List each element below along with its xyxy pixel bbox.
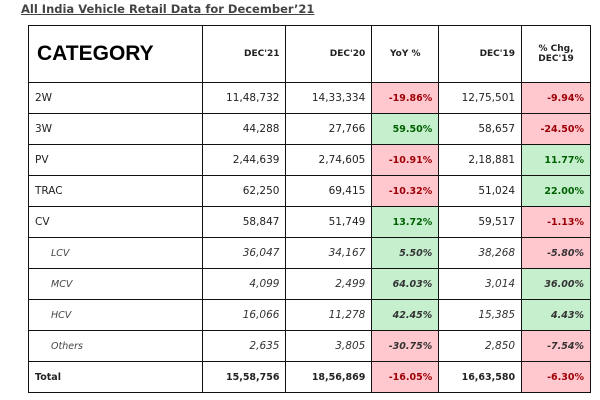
cell-chg19: 4.43% (521, 299, 591, 331)
cell-yoy: 59.50% (371, 113, 440, 145)
cell-dec20: 11,278 (285, 299, 373, 331)
table-row: 3W 44,288 27,766 59.50% 58,657 -24.50% (28, 113, 591, 145)
cell-dec19: 58,657 (438, 113, 523, 145)
cell-dec21: 4,099 (201, 268, 287, 300)
header-dec19: DEC'19 (438, 25, 523, 83)
cell-dec21: 62,250 (201, 175, 287, 207)
cell-dec20: 69,415 (285, 175, 373, 207)
cell-chg19: -24.50% (521, 113, 591, 145)
total-row: Total 15,58,756 18,56,869 -16.05% 16,63,580-… (28, 361, 591, 393)
cell-category: Total (28, 361, 203, 393)
cell-dec20: 14,33,334 (285, 82, 373, 114)
table-row: 2W 11,48,732 14,33,334 -19.86% 12,75,501 -9.9… (28, 82, 591, 114)
cell-dec19: 16,63,580 (438, 361, 523, 393)
cell-dec21: 15,58,756 (201, 361, 287, 393)
cell-dec19: 51,024 (438, 175, 523, 207)
cell-chg19: -1.13% (521, 206, 591, 238)
cell-category: TRAC (28, 175, 203, 207)
cell-dec19: 38,268 (438, 237, 523, 269)
cell-dec20: 3,805 (285, 330, 373, 362)
cell-dec21: 58,847 (201, 206, 287, 238)
vehicle-retail-table: CATEGORY DEC'21 DEC'20 YoY % DEC'19 % Ch… (28, 25, 591, 393)
cell-category: CV (28, 206, 203, 238)
cell-dec21: 2,44,639 (201, 144, 287, 176)
cell-yoy: -16.05% (371, 361, 440, 393)
cell-yoy: -10.91% (371, 144, 440, 176)
cell-category: LCV (28, 237, 203, 269)
header-dec20: DEC'20 (285, 25, 373, 83)
table-row: LCV 36,047 34,167 5.50% 38,268 -5.80% (28, 237, 591, 269)
table-row: PV 2,44,639 2,74,605 -10.91% 2,18,881 11.77% (28, 144, 591, 176)
cell-chg19: -7.54% (521, 330, 591, 362)
cell-category: HCV (28, 299, 203, 331)
cell-dec21: 2,635 (201, 330, 287, 362)
cell-category: Others (28, 330, 203, 362)
cell-dec21: 44,288 (201, 113, 287, 145)
cell-dec20: 34,167 (285, 237, 373, 269)
table-row: Others 2,635 3,805 -30.75% 2,850 -7.54% (28, 330, 591, 362)
cell-dec20: 51,749 (285, 206, 373, 238)
cell-dec21: 11,48,732 (201, 82, 287, 114)
cell-dec19: 15,385 (438, 299, 523, 331)
cell-yoy: -19.86% (371, 82, 440, 114)
cell-dec19: 2,18,881 (438, 144, 523, 176)
cell-yoy: 5.50% (371, 237, 440, 269)
cell-dec19: 2,850 (438, 330, 523, 362)
header-yoy: YoY % (371, 25, 440, 83)
cell-dec20: 2,499 (285, 268, 373, 300)
cell-category: PV (28, 144, 203, 176)
cell-dec21: 16,066 (201, 299, 287, 331)
cell-category: 3W (28, 113, 203, 145)
cell-yoy: -30.75% (371, 330, 440, 362)
cell-yoy: 42.45% (371, 299, 440, 331)
cell-chg19: 22.00% (521, 175, 591, 207)
table-row: MCV 4,099 2,499 64.03% 3,014 36.00% (28, 268, 591, 300)
cell-yoy: 64.03% (371, 268, 440, 300)
cell-dec19: 59,517 (438, 206, 523, 238)
cell-dec19: 3,014 (438, 268, 523, 300)
cell-yoy: -10.32% (371, 175, 440, 207)
table-row: TRAC 62,250 69,415 -10.32% 51,024 22.00% (28, 175, 591, 207)
page-title: All India Vehicle Retail Data for Decemb… (21, 2, 315, 16)
cell-chg19: -6.30% (521, 361, 591, 393)
cell-chg19: -5.80% (521, 237, 591, 269)
cell-category: MCV (28, 268, 203, 300)
cell-dec20: 2,74,605 (285, 144, 373, 176)
header-category: CATEGORY (28, 25, 203, 83)
header-row: CATEGORY DEC'21 DEC'20 YoY % DEC'19 % Ch… (28, 25, 591, 83)
header-dec21: DEC'21 (201, 25, 287, 83)
cell-category: 2W (28, 82, 203, 114)
header-chg-dec19: % Chg, DEC'19 (521, 25, 591, 83)
table-row: HCV 16,066 11,278 42.45% 15,385 4.43% (28, 299, 591, 331)
cell-chg19: -9.94% (521, 82, 591, 114)
cell-chg19: 36.00% (521, 268, 591, 300)
cell-dec21: 36,047 (201, 237, 287, 269)
cell-dec20: 27,766 (285, 113, 373, 145)
cell-dec20: 18,56,869 (285, 361, 373, 393)
cell-yoy: 13.72% (371, 206, 440, 238)
table-row: CV 58,847 51,749 13.72% 59,517 -1.13% (28, 206, 591, 238)
cell-dec19: 12,75,501 (438, 82, 523, 114)
cell-chg19: 11.77% (521, 144, 591, 176)
